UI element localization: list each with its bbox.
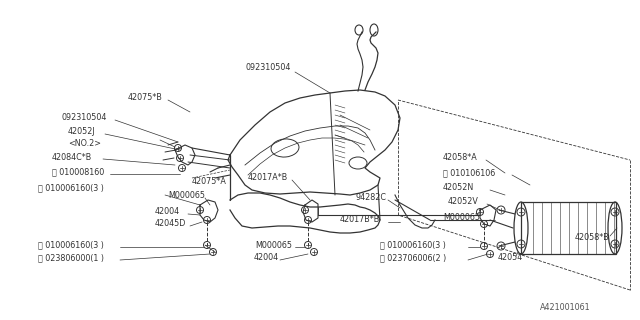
Text: A421001061: A421001061 bbox=[540, 303, 591, 313]
Text: Ⓑ 010008160: Ⓑ 010008160 bbox=[52, 167, 104, 177]
Text: 42084C*B: 42084C*B bbox=[52, 153, 92, 162]
Text: M000065: M000065 bbox=[443, 213, 480, 222]
Text: 42058*A: 42058*A bbox=[443, 154, 477, 163]
Text: M000065: M000065 bbox=[255, 241, 292, 250]
Text: 42052J: 42052J bbox=[68, 127, 95, 137]
Text: Ⓝ 023806000(1 ): Ⓝ 023806000(1 ) bbox=[38, 253, 104, 262]
Text: 42017A*B: 42017A*B bbox=[248, 173, 288, 182]
Text: 42052V: 42052V bbox=[448, 197, 479, 206]
Text: <NO.2>: <NO.2> bbox=[68, 140, 101, 148]
Text: 42052N: 42052N bbox=[443, 183, 474, 193]
Text: Ⓑ 010006160(3 ): Ⓑ 010006160(3 ) bbox=[38, 241, 104, 250]
Bar bbox=[521, 202, 616, 254]
Text: 092310504: 092310504 bbox=[62, 114, 108, 123]
Text: 42004: 42004 bbox=[155, 207, 180, 217]
Text: 092310504: 092310504 bbox=[245, 63, 291, 73]
Text: 42017B*B: 42017B*B bbox=[340, 215, 380, 225]
Text: 42075*B: 42075*B bbox=[128, 93, 163, 102]
Text: 42058*B: 42058*B bbox=[575, 234, 610, 243]
Text: 42004: 42004 bbox=[254, 253, 279, 262]
Text: Ⓑ 010006160(3 ): Ⓑ 010006160(3 ) bbox=[38, 183, 104, 193]
Text: Ⓑ 010106106: Ⓑ 010106106 bbox=[443, 169, 495, 178]
Text: 94282C: 94282C bbox=[355, 194, 386, 203]
Text: Ⓝ 023706006(2 ): Ⓝ 023706006(2 ) bbox=[380, 253, 446, 262]
Text: 42075*A: 42075*A bbox=[192, 178, 227, 187]
Text: M000065: M000065 bbox=[168, 191, 205, 201]
Text: 42045D: 42045D bbox=[155, 220, 186, 228]
Text: Ⓑ 010006160(3 ): Ⓑ 010006160(3 ) bbox=[380, 241, 446, 250]
Text: 42054: 42054 bbox=[498, 253, 524, 262]
